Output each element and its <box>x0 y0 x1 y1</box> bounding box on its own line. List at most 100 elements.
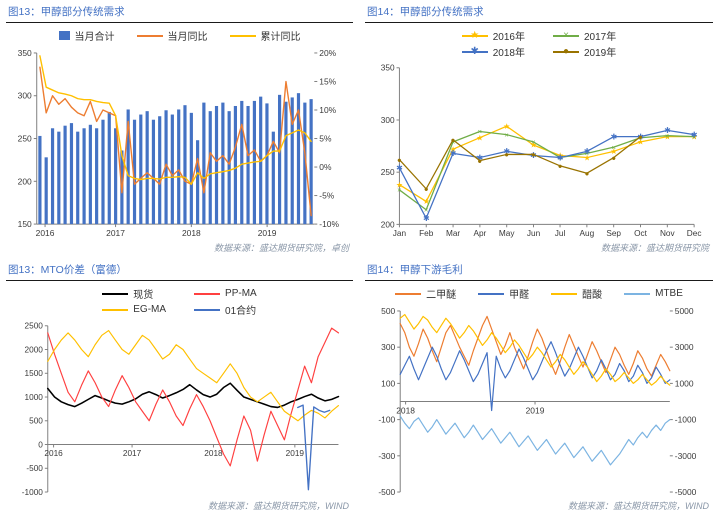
legend-swatch <box>395 292 422 295</box>
svg-text:×: × <box>451 138 456 147</box>
legend-item: 甲醛 <box>478 286 529 301</box>
svg-text:1500: 1500 <box>25 369 44 378</box>
svg-text:-10%: -10% <box>319 219 339 229</box>
data-source-note: 数据来源：盛达期货研究院，卓创 <box>213 243 349 253</box>
svg-text:Aug: Aug <box>580 229 595 238</box>
legend-swatch: × <box>553 30 579 40</box>
legend-item: EG-MA <box>102 304 166 315</box>
legend-item: MTBE <box>624 288 683 299</box>
svg-text:Sep: Sep <box>606 229 621 238</box>
svg-text:★: ★ <box>476 134 483 143</box>
legend-label: 2017年 <box>584 32 617 43</box>
svg-text:✱: ✱ <box>450 149 457 158</box>
svg-text:-5%: -5% <box>319 191 335 201</box>
chart-legend: 二甲醚 甲醛 醋酸 MTBE <box>365 283 713 303</box>
legend-item: 01合约 <box>194 302 257 317</box>
svg-text:500: 500 <box>381 306 395 316</box>
svg-text:×: × <box>478 127 483 136</box>
svg-text:Nov: Nov <box>660 229 676 238</box>
svg-text:200: 200 <box>381 220 395 229</box>
svg-text:●: ● <box>424 185 429 194</box>
svg-text:5%: 5% <box>319 134 332 144</box>
svg-text:Jul: Jul <box>555 229 566 238</box>
svg-text:●: ● <box>585 169 590 178</box>
legend-swatch <box>194 292 221 295</box>
legend-swatch <box>194 308 221 311</box>
legend-label: 当月合计 <box>74 32 115 43</box>
svg-text:3000: 3000 <box>675 342 694 352</box>
svg-text:2019: 2019 <box>526 405 545 415</box>
svg-text:●: ● <box>611 153 616 162</box>
svg-text:●: ● <box>451 136 456 145</box>
svg-text:2017: 2017 <box>123 449 142 458</box>
svg-text:5000: 5000 <box>675 306 694 316</box>
chart-title: 图14：甲醇部分传统需求 <box>365 4 713 23</box>
legend-marker-icon: × <box>563 29 569 41</box>
svg-text:★: ★ <box>610 147 617 156</box>
svg-text:×: × <box>638 134 643 143</box>
svg-text:×: × <box>585 149 590 158</box>
legend-label: 01合约 <box>225 306 257 317</box>
chart-canvas: 500 300 100 -100 -300 -500 5000 3000 1000 -1000 -3… <box>378 306 697 497</box>
svg-text:-1000: -1000 <box>675 415 697 425</box>
legend-swatch <box>102 292 129 295</box>
svg-text:×: × <box>424 206 429 215</box>
legend-swatch <box>478 292 505 295</box>
svg-text:★: ★ <box>450 145 457 154</box>
svg-text:250: 250 <box>381 168 395 177</box>
svg-text:20%: 20% <box>319 48 336 58</box>
svg-text:2019: 2019 <box>286 449 305 458</box>
legend-item: 当月合计 <box>58 28 115 43</box>
svg-text:Jun: Jun <box>527 229 541 238</box>
chart-title: 图13：甲醇部分传统需求 <box>6 4 353 23</box>
chart-title: 图13：MTO价差（富德） <box>6 262 353 281</box>
legend-marker-icon: ✱ <box>470 45 479 57</box>
svg-text:★: ★ <box>664 132 671 141</box>
svg-text:150: 150 <box>18 219 32 229</box>
svg-text:100: 100 <box>381 378 395 388</box>
svg-text:-500: -500 <box>26 464 43 473</box>
svg-text:350: 350 <box>18 48 32 58</box>
legend-label: EG-MA <box>133 304 167 315</box>
legend-marker-icon: ● <box>562 45 570 57</box>
svg-text:500: 500 <box>29 417 43 426</box>
chart-title: 图14：甲醇下游毛利 <box>365 262 713 281</box>
legend-label: 2019年 <box>584 48 617 59</box>
svg-text:●: ● <box>504 150 509 159</box>
legend-item: ★ 2016年 <box>461 28 525 43</box>
svg-text:×: × <box>611 143 616 152</box>
svg-text:✱: ✱ <box>691 130 698 139</box>
chart-legend: 当月合计 当月同比 累计同比 <box>6 25 353 45</box>
legend-item: 现货 <box>102 286 166 301</box>
svg-text:★: ★ <box>583 153 590 162</box>
svg-text:1000: 1000 <box>25 393 44 402</box>
legend-swatch: ✱ <box>461 46 488 56</box>
svg-text:✱: ✱ <box>557 153 564 162</box>
panel-mto-spread: 图13：MTO价差（富德） 现货 PP-MA EG-MA 01合约 2500 2000 1… <box>0 258 359 516</box>
svg-text:×: × <box>504 130 509 139</box>
legend-item: 当月同比 <box>136 28 208 43</box>
svg-text:350: 350 <box>381 64 395 73</box>
svg-text:×: × <box>665 131 670 140</box>
legend-item: × 2017年 <box>553 28 616 43</box>
svg-text:★: ★ <box>530 141 537 150</box>
svg-text:★: ★ <box>503 122 510 131</box>
svg-text:✱: ✱ <box>530 151 537 160</box>
svg-text:●: ● <box>531 150 536 159</box>
svg-text:-3000: -3000 <box>675 451 697 461</box>
svg-text:✱: ✱ <box>396 164 403 173</box>
legend-item: 二甲醚 <box>395 286 456 301</box>
svg-text:2018: 2018 <box>182 228 201 238</box>
legend-item: 累计同比 <box>229 28 301 43</box>
legend-swatch <box>624 292 651 295</box>
legend-label: 2018年 <box>492 48 525 59</box>
svg-text:1000: 1000 <box>675 378 694 388</box>
svg-text:300: 300 <box>18 91 32 101</box>
legend-swatch <box>58 31 70 40</box>
svg-text:2018: 2018 <box>396 405 415 415</box>
legend-marker-icon: ★ <box>470 29 480 41</box>
svg-text:×: × <box>692 132 697 141</box>
legend-label: 甲醛 <box>509 290 530 301</box>
svg-text:0: 0 <box>38 441 43 450</box>
